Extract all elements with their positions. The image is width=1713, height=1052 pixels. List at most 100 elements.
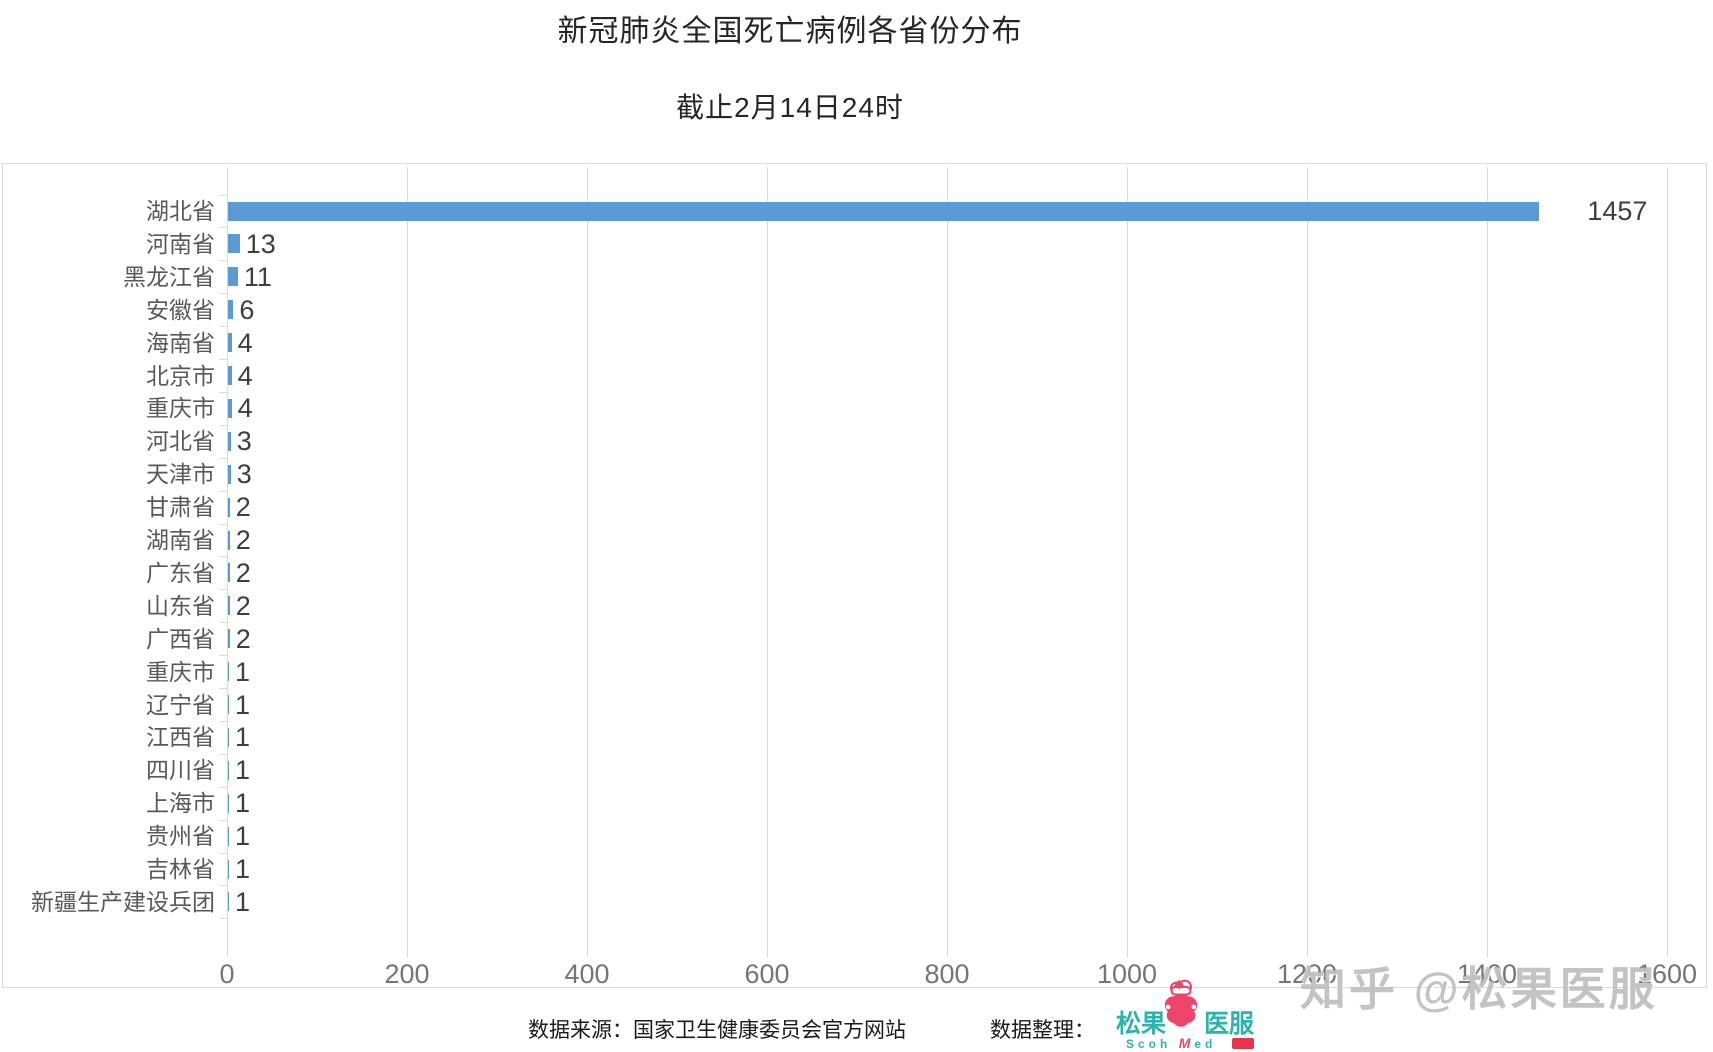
x-axis-tick-label: 1600 <box>1636 959 1698 989</box>
page-title: 新冠肺炎全国死亡病例各省份分布 <box>557 15 1023 48</box>
x-axis-tick-label: 600 <box>744 959 790 989</box>
bar <box>228 760 229 780</box>
category-axis-tick <box>219 688 227 690</box>
bar <box>228 826 229 846</box>
category-axis-tick <box>219 391 227 393</box>
value-label: 11 <box>243 261 272 292</box>
category-label: 北京市 <box>146 362 215 389</box>
x-gridline <box>1307 167 1308 957</box>
x-axis-tick-label: 1000 <box>1096 959 1158 989</box>
category-label: 安徽省 <box>146 296 215 323</box>
value-label: 4 <box>237 393 253 424</box>
bar <box>228 464 231 484</box>
category-label: 黑龙江省 <box>123 263 215 290</box>
bar <box>228 859 229 879</box>
category-axis-tick <box>219 655 227 657</box>
value-label: 2 <box>235 525 251 555</box>
x-gridline <box>227 167 228 957</box>
x-gridline <box>1667 167 1668 957</box>
category-axis-tick <box>219 556 227 558</box>
category-label: 甘肃省 <box>146 494 215 521</box>
logo-en-m: M <box>1178 1035 1195 1051</box>
logo-cn-right: 医服 <box>1204 1010 1255 1038</box>
page-subtitle: 截止2月14日24时 <box>676 92 904 123</box>
x-gridline <box>587 167 588 957</box>
data-source-label: 数据来源：国家卫生健康委员会官方网站 <box>528 1019 906 1042</box>
bar <box>228 201 1540 221</box>
value-label: 2 <box>235 492 251 523</box>
bar <box>228 333 232 353</box>
value-label: 1 <box>235 755 251 786</box>
x-axis-tick-label: 1200 <box>1276 959 1338 989</box>
scohmed-logo: 松果 医服 Scoh Med <box>1112 978 1272 1052</box>
x-axis-tick-label: 1400 <box>1456 959 1518 989</box>
category-label: 辽宁省 <box>146 691 215 718</box>
pinecone-medical-icon <box>1162 978 1200 1035</box>
bar <box>228 398 232 418</box>
bar <box>228 300 234 320</box>
value-label: 1 <box>235 722 251 753</box>
bar <box>228 497 230 517</box>
x-axis-tick-label: 0 <box>219 959 235 989</box>
bar <box>228 366 232 385</box>
category-axis-tick <box>219 720 227 722</box>
value-label: 2 <box>235 557 251 588</box>
category-label: 重庆市 <box>146 395 215 422</box>
category-label: 贵州省 <box>146 823 215 850</box>
zhihu-watermark: 知乎 @松果医服 <box>1300 963 1658 1015</box>
chart-frame: 0 200 400 600 800 1000 1200 1400 1600 湖北省 1457 河南省 1… <box>2 163 1707 989</box>
category-axis-tick <box>219 523 227 525</box>
category-axis-tick <box>219 786 227 788</box>
category-axis-tick <box>219 490 227 492</box>
bar <box>228 563 230 583</box>
value-label: 4 <box>237 360 253 391</box>
category-label: 河南省 <box>146 230 215 257</box>
category-axis-tick <box>219 622 227 624</box>
x-gridline <box>947 167 948 957</box>
logo-cert-badge <box>1232 1038 1254 1049</box>
bar <box>228 892 229 912</box>
value-label: 1 <box>235 689 251 720</box>
bar <box>228 267 238 287</box>
category-axis-tick <box>219 457 227 459</box>
x-gridline <box>767 167 768 957</box>
category-label: 广东省 <box>146 559 215 586</box>
category-label: 四川省 <box>146 757 215 784</box>
x-axis-tick-label: 200 <box>384 959 430 989</box>
category-label: 天津市 <box>146 461 215 488</box>
value-label: 1 <box>235 886 251 917</box>
category-label: 吉林省 <box>146 856 215 882</box>
category-axis-tick <box>219 589 227 591</box>
bar <box>228 234 240 254</box>
bar <box>228 662 229 682</box>
category-axis-tick <box>219 885 227 887</box>
category-label: 重庆市 <box>146 658 215 685</box>
x-axis-tick-label: 800 <box>924 959 970 989</box>
category-label: 广西省 <box>146 625 215 652</box>
bar <box>228 629 230 649</box>
category-axis-tick <box>219 293 227 295</box>
category-axis-tick <box>219 194 227 196</box>
data-curation-label: 数据整理： <box>990 1019 1095 1042</box>
category-label: 海南省 <box>146 329 215 356</box>
category-label: 山东省 <box>146 592 215 619</box>
category-label: 江西省 <box>146 724 215 751</box>
x-gridline <box>1487 167 1488 957</box>
category-label: 新疆生产建设兵团 <box>31 888 215 915</box>
logo-en-text: Scoh Med <box>1126 1035 1217 1051</box>
value-label: 4 <box>237 327 253 358</box>
logo-cn-left: 松果 <box>1116 1010 1167 1038</box>
x-axis-tick-label: 400 <box>564 959 610 989</box>
bar <box>228 727 229 747</box>
value-label: 1 <box>235 656 251 687</box>
category-label: 湖北省 <box>146 198 215 224</box>
value-label: 13 <box>245 228 276 259</box>
category-axis-tick <box>219 424 227 426</box>
value-label: 3 <box>236 426 252 457</box>
bar <box>228 793 229 813</box>
x-gridline <box>407 167 408 957</box>
bar <box>228 530 230 550</box>
category-axis-tick <box>219 918 227 920</box>
bar <box>228 596 230 616</box>
value-label: 1457 <box>1587 196 1648 226</box>
